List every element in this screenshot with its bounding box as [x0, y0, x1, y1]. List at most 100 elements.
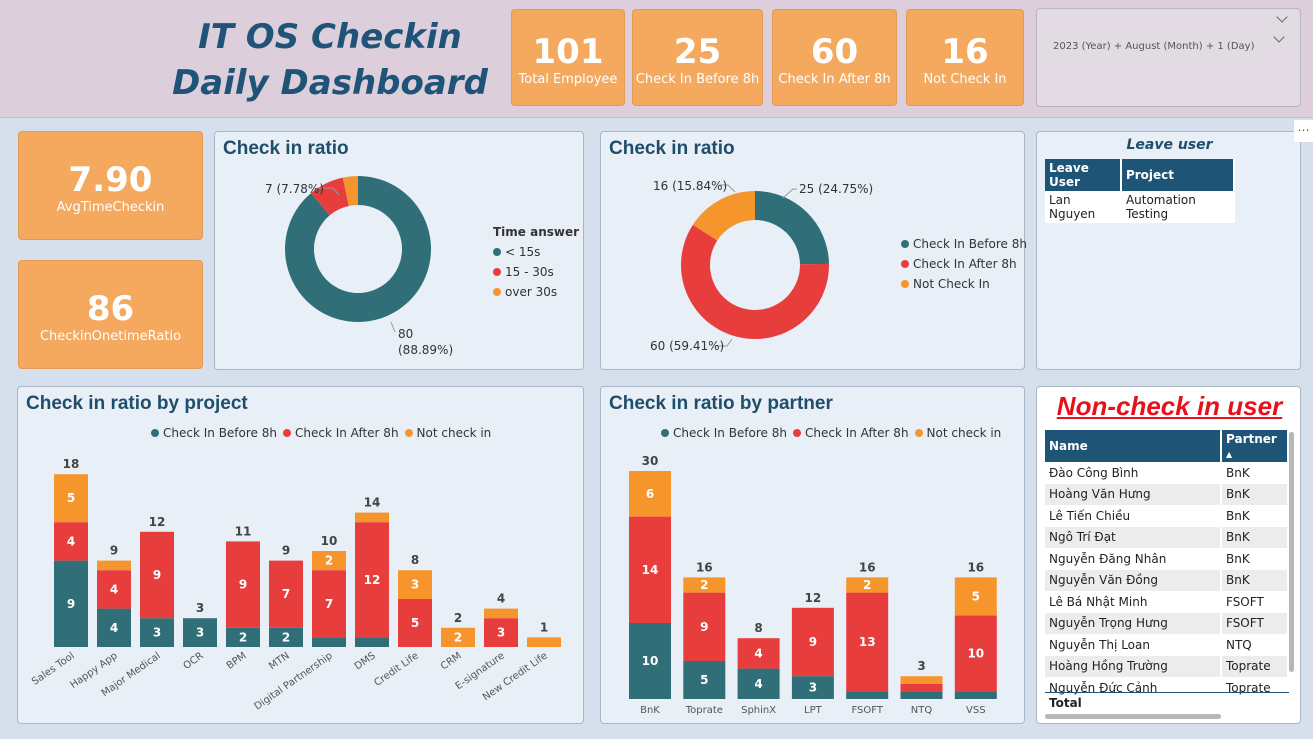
bar-segment[interactable]: [140, 618, 174, 647]
bar-segment[interactable]: [846, 577, 889, 593]
bar-chart: 10 14 6 30 BnK 5 9 2 16 Toprate 4 4 8 SphinX 3 9 12 LPT 13…: [629, 454, 997, 716]
sort-asc-icon[interactable]: ▲: [1226, 450, 1233, 459]
bar-chart-partner-panel[interactable]: Check in ratio by partner Check In Befor…: [600, 386, 1025, 724]
bar-chart-project-panel[interactable]: Check in ratio by project Check In Befor…: [17, 386, 584, 724]
legend-item[interactable]: Check In Before 8h: [661, 426, 787, 440]
kpi-total-employee[interactable]: 101 Total Employee: [511, 9, 625, 106]
table-row[interactable]: Ngô Trí Đạt BnK: [1045, 526, 1289, 548]
bar-segment[interactable]: [226, 627, 260, 647]
column-header-name[interactable]: Name: [1045, 430, 1222, 462]
horizontal-scrollbar[interactable]: [1045, 714, 1221, 719]
bar-segment[interactable]: [140, 531, 174, 619]
bar-segment[interactable]: [629, 471, 671, 517]
bar-segment[interactable]: [683, 661, 726, 699]
table-row[interactable]: Đào Công Bình BnK: [1045, 462, 1289, 484]
table-row[interactable]: Nguyễn Văn Đồng BnK: [1045, 569, 1289, 591]
legend-item[interactable]: Check In After 8h: [792, 426, 909, 440]
bar-segment[interactable]: [954, 615, 997, 692]
bar-value-label: 3: [809, 681, 817, 695]
table-row[interactable]: Hoàng Hồng Trường Toprate: [1045, 655, 1289, 677]
kpi-check-in-before[interactable]: 25 Check In Before 8h: [632, 9, 763, 106]
bar-segment[interactable]: [398, 599, 432, 647]
table-row[interactable]: Lê Tiến Chiều BnK: [1045, 505, 1289, 527]
donut-checkin-status-panel[interactable]: Check in ratio 25 (24.75%) 16 (15.84%) 60 …: [600, 131, 1027, 370]
bar-segment[interactable]: [737, 668, 780, 699]
bar-segment[interactable]: [269, 627, 303, 647]
bar-segment[interactable]: [683, 577, 726, 593]
column-header-partner[interactable]: Partner ▲: [1221, 430, 1289, 462]
bar-segment[interactable]: [97, 560, 131, 571]
column-header[interactable]: Project: [1120, 159, 1236, 191]
table-row[interactable]: Nguyễn Thị Loan NTQ: [1045, 634, 1289, 656]
bar-segment[interactable]: [484, 618, 518, 647]
bar-segment[interactable]: [527, 637, 561, 647]
chevron-down-icon[interactable]: [1276, 11, 1288, 23]
chevron-down-icon[interactable]: [1273, 31, 1285, 43]
bar-segment[interactable]: [900, 676, 943, 684]
legend-item[interactable]: Check In Before 8h: [901, 237, 1027, 251]
bar-segment[interactable]: [629, 623, 671, 699]
donut-slice[interactable]: [692, 191, 755, 241]
bar-segment[interactable]: [846, 592, 889, 692]
date-filter-slicer[interactable]: 2023 (Year) + August (Month) + 1 (Day): [1036, 8, 1301, 107]
legend-item[interactable]: Check In Before 8h: [151, 426, 277, 440]
bar-segment[interactable]: [398, 570, 432, 599]
table-row[interactable]: Lê Bá Nhật Minh FSOFT: [1045, 591, 1289, 613]
ellipsis-icon[interactable]: ⋯: [1294, 120, 1313, 142]
bar-segment[interactable]: [54, 560, 88, 647]
kpi-check-in-after[interactable]: 60 Check In After 8h: [772, 9, 897, 106]
legend-item[interactable]: Not Check In: [901, 277, 1027, 291]
legend-item[interactable]: Check In After 8h: [901, 257, 1027, 271]
legend-item[interactable]: < 15s: [493, 245, 579, 259]
bar-segment[interactable]: [312, 637, 346, 647]
donut-slice[interactable]: [311, 177, 349, 216]
bar-segment[interactable]: [54, 522, 88, 561]
bar-segment[interactable]: [683, 592, 726, 661]
bar-segment[interactable]: [312, 551, 346, 571]
kpi-checkin-ontime-ratio[interactable]: 86 CheckinOnetimeRatio: [18, 260, 203, 369]
bar-segment[interactable]: [954, 577, 997, 616]
column-header[interactable]: Leave User: [1045, 159, 1122, 191]
legend-item[interactable]: Check In After 8h: [282, 426, 399, 440]
bar-segment[interactable]: [441, 627, 475, 647]
bar-segment[interactable]: [737, 638, 780, 669]
bar-total-label: 12: [805, 591, 822, 605]
bar-segment[interactable]: [54, 474, 88, 523]
bar-segment[interactable]: [269, 560, 303, 628]
bar-segment[interactable]: [484, 608, 518, 619]
bar-segment[interactable]: [791, 676, 834, 699]
donut-slice[interactable]: [681, 224, 829, 339]
bar-segment[interactable]: [954, 691, 997, 699]
bar-segment[interactable]: [97, 608, 131, 647]
bar-segment[interactable]: [226, 541, 260, 628]
bar-segment[interactable]: [312, 570, 346, 638]
donut-time-answer-panel[interactable]: Check in ratio 7 (7.78%) 80 (88.89%) Time …: [214, 131, 584, 370]
table-row[interactable]: Nguyễn Đăng Nhân BnK: [1045, 548, 1289, 570]
bar-segment[interactable]: [355, 637, 389, 647]
donut-slice[interactable]: [285, 176, 431, 322]
donut-slice[interactable]: [342, 176, 358, 206]
donut-slice[interactable]: [755, 191, 829, 265]
non-check-in-panel[interactable]: Non-check in user Name Partner ▲ Đào Công…: [1036, 386, 1301, 724]
legend-item[interactable]: 15 - 30s: [493, 265, 579, 279]
bar-segment[interactable]: [355, 522, 389, 638]
table-row[interactable]: Hoàng Văn Hưng BnK: [1045, 483, 1289, 505]
table-row[interactable]: Nguyễn Trọng Hưng FSOFT: [1045, 612, 1289, 634]
kpi-avg-time-checkin[interactable]: 7.90 AvgTimeCheckin: [18, 131, 203, 240]
bar-segment[interactable]: [355, 512, 389, 523]
bar-segment[interactable]: [629, 516, 671, 623]
bar-segment[interactable]: [900, 691, 943, 699]
kpi-not-check-in[interactable]: 16 Not Check In: [906, 9, 1024, 106]
bar-segment[interactable]: [183, 618, 217, 647]
vertical-scrollbar[interactable]: [1289, 432, 1294, 672]
legend-item[interactable]: over 30s: [493, 285, 579, 299]
legend-item[interactable]: Not check in: [404, 426, 491, 440]
bar-segment[interactable]: [900, 683, 943, 692]
bar-segment[interactable]: [791, 607, 834, 677]
bar-segment[interactable]: [846, 691, 889, 699]
table-row[interactable]: Nguyễn Đức Cảnh Toprate: [1045, 677, 1289, 699]
table-row[interactable]: Lan Nguyen Automation Testing: [1045, 191, 1236, 223]
leave-user-panel[interactable]: Leave user Leave User Project Lan Nguyen…: [1036, 131, 1301, 370]
bar-segment[interactable]: [97, 570, 131, 609]
legend-item[interactable]: Not check in: [914, 426, 1001, 440]
